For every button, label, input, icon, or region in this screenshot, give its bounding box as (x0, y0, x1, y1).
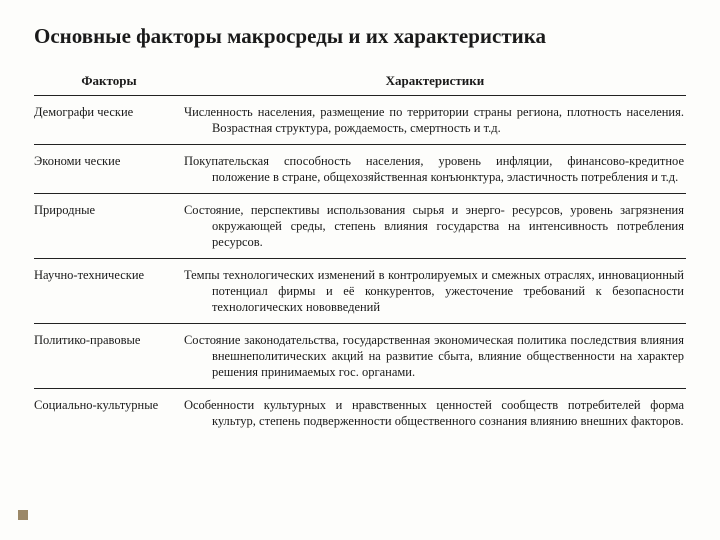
col-desc-header: Характеристики (184, 67, 686, 96)
table-row: Научно-технические Темпы технологических… (34, 259, 686, 324)
table-header-row: Факторы Характеристики (34, 67, 686, 96)
table-row: Демографи ческие Численность населения, … (34, 96, 686, 145)
desc-cell: Покупательская способность населения, ур… (184, 145, 686, 194)
desc-cell: Особенности культурных и нравственных це… (184, 389, 686, 438)
factor-cell: Политико-правовые (34, 324, 184, 389)
desc-cell: Темпы технологических изменений в контро… (184, 259, 686, 324)
factor-cell: Экономи ческие (34, 145, 184, 194)
table-row: Природные Состояние, перспективы использ… (34, 194, 686, 259)
table-row: Политико-правовые Состояние законодатель… (34, 324, 686, 389)
slide: Основные факторы макросреды и их характе… (0, 0, 720, 540)
table-row: Экономи ческие Покупательская способност… (34, 145, 686, 194)
desc-cell: Состояние, перспективы использования сыр… (184, 194, 686, 259)
desc-cell: Численность населения, размещение по тер… (184, 96, 686, 145)
slide-bullet-icon (18, 510, 28, 520)
col-factor-header: Факторы (34, 67, 184, 96)
table-row: Социально-культурные Особенности культур… (34, 389, 686, 438)
desc-cell: Состояние законодательства, государствен… (184, 324, 686, 389)
factor-cell: Демографи ческие (34, 96, 184, 145)
factors-table: Факторы Характеристики Демографи ческие … (34, 67, 686, 437)
factor-cell: Социально-культурные (34, 389, 184, 438)
slide-title: Основные факторы макросреды и их характе… (34, 24, 686, 49)
factor-cell: Природные (34, 194, 184, 259)
factor-cell: Научно-технические (34, 259, 184, 324)
